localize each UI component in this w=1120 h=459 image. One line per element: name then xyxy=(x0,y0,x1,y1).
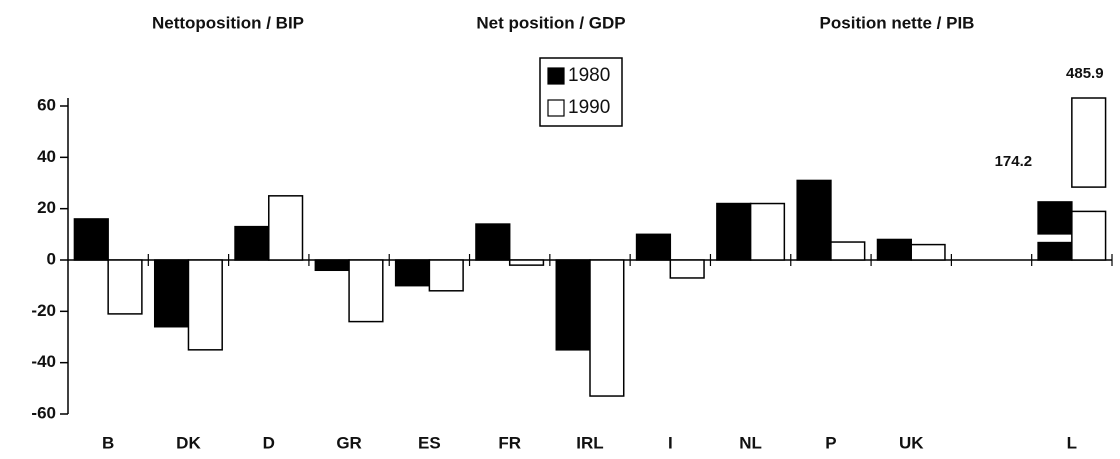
bar xyxy=(107,259,143,315)
bar-upper xyxy=(1037,201,1073,235)
x-tick-label: D xyxy=(263,433,275,452)
x-tick-label: I xyxy=(668,433,673,452)
bar xyxy=(876,238,912,261)
bar xyxy=(910,243,946,261)
y-tick-label: -40 xyxy=(31,352,56,371)
bar xyxy=(669,259,705,279)
bar xyxy=(314,259,350,272)
bar xyxy=(508,259,545,266)
bar xyxy=(348,259,384,323)
x-tick-label: FR xyxy=(498,433,521,452)
bar xyxy=(187,259,223,351)
x-tick-label: L xyxy=(1067,433,1077,452)
bar xyxy=(428,259,464,292)
x-tick-label: GR xyxy=(336,433,362,452)
bar xyxy=(268,195,304,261)
bar xyxy=(1071,97,1107,261)
legend-swatch xyxy=(547,67,565,85)
x-tick-label: ES xyxy=(418,433,441,452)
legend-label: 1990 xyxy=(568,97,610,118)
y-tick-label: 20 xyxy=(37,198,56,217)
data-label: 485.9 xyxy=(1066,65,1104,82)
chart-title: Nettoposition / BIP xyxy=(152,13,304,32)
chart-title: Net position / GDP xyxy=(476,13,625,32)
x-tick-label: P xyxy=(825,433,836,452)
y-tick-label: -60 xyxy=(31,403,56,422)
legend-swatch xyxy=(547,99,565,117)
legend-label: 1980 xyxy=(568,65,610,86)
y-tick-label: -20 xyxy=(31,301,56,320)
chart-title: Position nette / PIB xyxy=(820,13,975,32)
bar xyxy=(394,259,431,287)
bar-lower xyxy=(1071,210,1107,261)
y-tick-label: 60 xyxy=(37,95,56,114)
y-tick-label: 40 xyxy=(37,147,56,166)
x-tick-label: UK xyxy=(899,433,924,452)
data-label: 174.2 xyxy=(995,153,1033,170)
y-tick-label: 0 xyxy=(47,249,56,268)
bar-upper xyxy=(1071,97,1107,188)
bar xyxy=(635,233,672,261)
bar xyxy=(1037,201,1073,261)
x-tick-label: B xyxy=(102,433,114,452)
bar xyxy=(830,241,866,261)
bar xyxy=(716,202,752,261)
bar xyxy=(153,259,190,328)
bar-lower xyxy=(1037,241,1073,261)
bar xyxy=(589,259,625,397)
bar xyxy=(555,259,591,351)
bar xyxy=(234,225,270,261)
x-tick-label: NL xyxy=(739,433,762,452)
bar xyxy=(749,202,786,261)
bar xyxy=(475,223,511,261)
x-tick-label: DK xyxy=(176,433,201,452)
x-tick-label: IRL xyxy=(576,433,603,452)
bar xyxy=(73,218,109,261)
bar xyxy=(796,179,832,261)
